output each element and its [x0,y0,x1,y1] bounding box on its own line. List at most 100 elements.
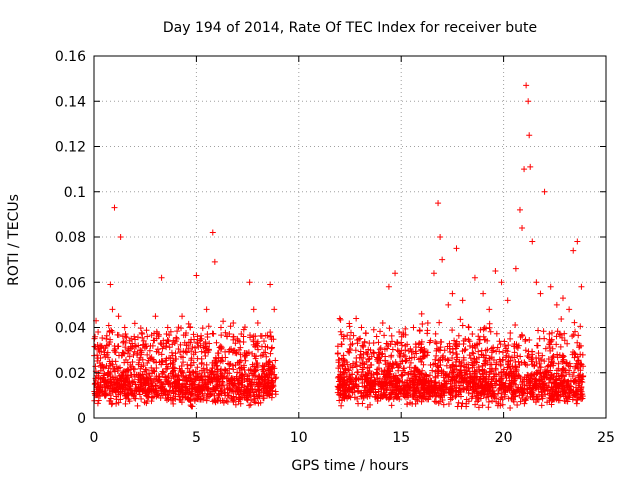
data-point [562,369,569,376]
data-point [222,354,229,361]
data-point [191,376,198,383]
data-point [240,338,247,345]
data-point [177,341,184,348]
data-point [460,386,467,393]
data-point [268,345,275,352]
data-point [164,324,171,331]
data-point [208,367,215,374]
data-point [375,355,382,362]
data-point [460,357,467,364]
data-point [95,329,102,336]
data-point [536,370,543,377]
data-point [521,400,528,407]
data-point [502,380,509,387]
data-point [540,328,547,335]
data-point [195,391,202,398]
data-point [153,393,160,400]
data-point [525,372,532,379]
data-point [241,353,248,360]
data-point [544,363,551,370]
data-point [137,325,144,332]
data-point [362,330,369,337]
data-point [493,330,500,337]
data-point [108,401,115,408]
data-point [574,339,581,346]
data-point [479,390,486,397]
data-point [392,270,399,277]
data-point [498,380,505,387]
data-point [182,348,189,355]
data-point [101,379,108,386]
data-point [499,357,506,364]
data-point [183,375,190,382]
data-point [418,310,425,317]
data-point [424,319,431,326]
data-point [354,340,361,347]
data-point [250,333,257,340]
data-point [115,378,122,385]
data-point [262,384,269,391]
data-point [145,370,152,377]
data-point [461,347,468,354]
data-point [459,297,466,304]
data-point [268,336,275,343]
data-point [460,337,467,344]
data-point [251,352,258,359]
data-point [103,335,110,342]
data-point [245,376,252,383]
data-point [256,381,263,388]
data-point [435,200,442,207]
data-point [175,324,182,331]
data-point [546,330,553,337]
data-point [551,389,558,396]
data-point [430,390,437,397]
data-point [163,330,170,337]
data-point [167,360,174,367]
data-point [107,281,114,288]
data-point [247,389,254,396]
data-point [226,386,233,393]
data-point [202,352,209,359]
data-point [194,339,201,346]
data-point [525,98,532,105]
data-point [573,400,580,407]
data-point [575,332,582,339]
data-point [206,390,213,397]
data-point [260,338,267,345]
data-point [238,331,245,338]
data-point [250,306,257,313]
data-point [486,306,493,313]
data-point [456,385,463,392]
y-tick-label: 0 [77,411,86,427]
data-point [441,377,448,384]
data-point [190,369,197,376]
data-point [190,331,197,338]
data-point [524,362,531,369]
y-axis-label: ROTI / TECUs [6,194,22,286]
data-point [121,392,128,399]
data-point [153,365,160,372]
data-point [156,374,163,381]
data-point [340,335,347,342]
data-point [480,333,487,340]
data-point [464,385,471,392]
data-point [145,357,152,364]
data-point [252,399,259,406]
data-point [232,401,239,408]
data-point [555,395,562,402]
data-point [515,358,522,365]
data-point [251,386,258,393]
data-point [239,382,246,389]
data-point [273,374,280,381]
data-point [159,358,166,365]
data-point [476,376,483,383]
data-point [555,373,562,380]
data-point [350,332,357,339]
data-point [227,361,234,368]
data-point [173,355,180,362]
data-point [418,381,425,388]
data-point [166,344,173,351]
data-point [249,370,256,377]
data-point [489,398,496,405]
data-point [516,388,523,395]
